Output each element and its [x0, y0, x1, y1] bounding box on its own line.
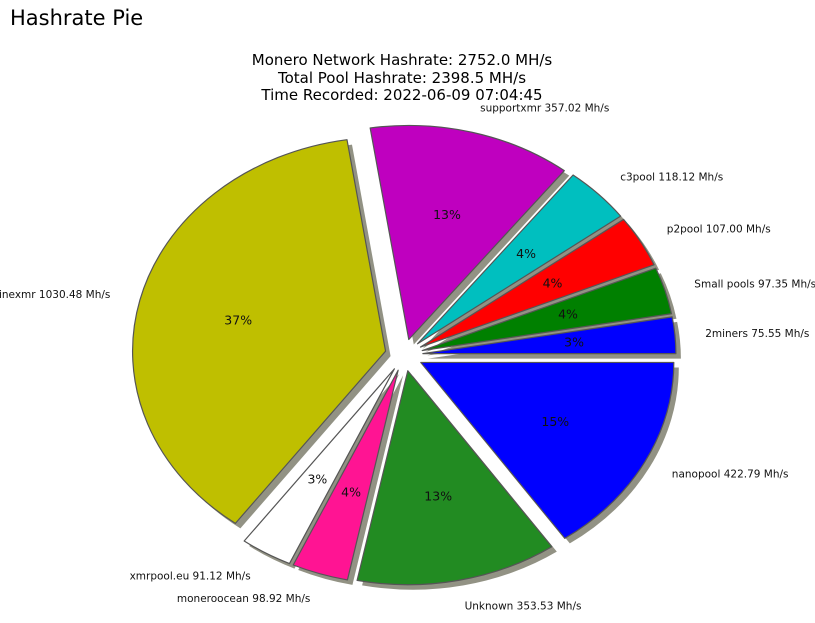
- pct-label-unknown: 13%: [424, 489, 452, 504]
- pct-label-nanopool: 15%: [541, 414, 569, 429]
- pct-label-2miners: 3%: [564, 335, 584, 350]
- slice-label-small-pools: Small pools 97.35 Mh/s: [694, 278, 815, 290]
- pct-label-xmrpool-eu: 3%: [307, 472, 327, 487]
- slice-label-unknown: Unknown 353.53 Mh/s: [465, 601, 582, 613]
- pie-slice-unknown: [356, 370, 553, 586]
- pct-label-moneroocean: 4%: [341, 484, 361, 499]
- pie-slice-xmrpool-eu: [243, 368, 395, 565]
- pct-label-minexmr: 37%: [224, 313, 252, 328]
- slices: [131, 124, 677, 586]
- pie-slice-moneroocean: [292, 369, 399, 581]
- pie-slice-nanopool: [420, 361, 675, 540]
- slice-label-xmrpool-eu: xmrpool.eu 91.12 Mh/s: [130, 570, 251, 582]
- pct-label-small-pools: 4%: [558, 307, 578, 322]
- pct-label-c3pool: 4%: [516, 246, 536, 261]
- chart-title-line: Total Pool Hashrate: 2398.5 MH/s: [277, 68, 527, 87]
- pie-slice-c3pool: [416, 174, 622, 345]
- pie-slice-p2pool: [419, 218, 655, 348]
- chart-title-line: Monero Network Hashrate: 2752.0 MH/s: [251, 51, 553, 69]
- slice-label-p2pool: p2pool 107.00 Mh/s: [667, 224, 771, 236]
- page-title: Hashrate Pie: [10, 6, 144, 30]
- slice-label-nanopool: nanopool 422.79 Mh/s: [672, 469, 789, 481]
- slice-label-minexmr: minexmr 1030.48 Mh/s: [0, 289, 110, 301]
- chart-title: Monero Network Hashrate: 2752.0 MH/s Tot…: [0, 51, 804, 105]
- pct-label-supportxmr: 13%: [433, 207, 461, 222]
- slice-label-2miners: 2miners 75.55 Mh/s: [705, 328, 809, 340]
- pie-slice-small-pools: [421, 267, 673, 352]
- pie-slice-minexmr: [131, 139, 387, 524]
- slice-label-moneroocean: moneroocean 98.92 Mh/s: [177, 593, 310, 605]
- slice-label-c3pool: c3pool 118.12 Mh/s: [620, 171, 723, 183]
- pie-slice-2miners: [422, 316, 677, 355]
- chart-title-line: Time Recorded: 2022-06-09 07:04:45: [261, 86, 543, 104]
- pct-label-p2pool: 4%: [543, 276, 563, 291]
- slice-label-supportxmr: supportxmr 357.02 Mh/s: [480, 103, 609, 115]
- pie-slice-supportxmr: [369, 124, 565, 341]
